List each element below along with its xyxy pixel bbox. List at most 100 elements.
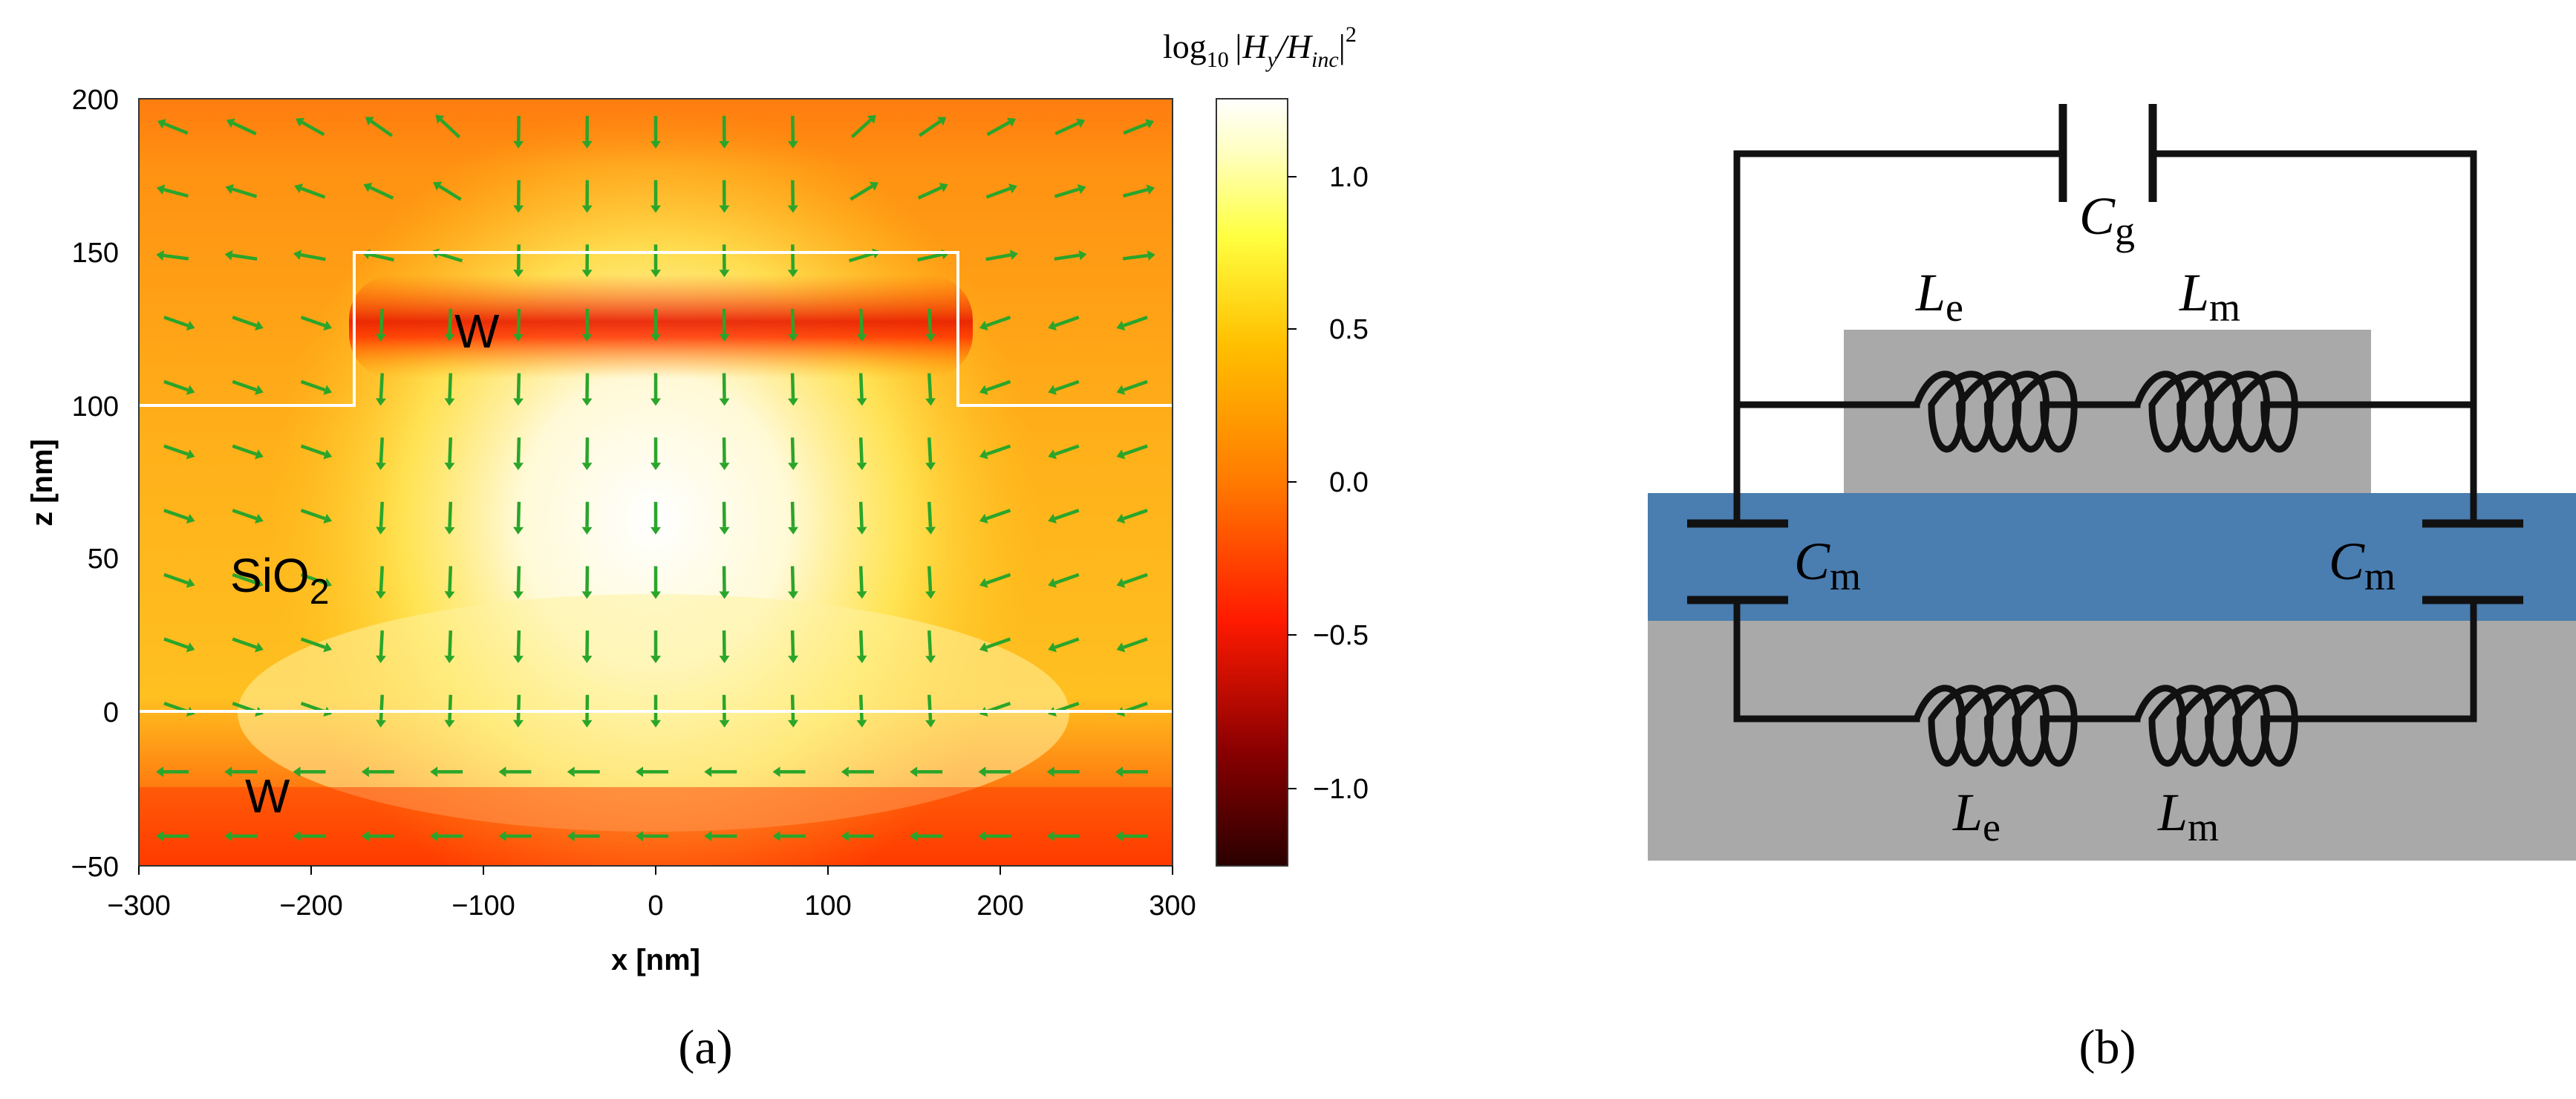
field-arrow-head [636, 766, 643, 777]
label-le-top: Le [1915, 263, 1963, 330]
field-arrow-head [925, 398, 936, 406]
field-arrow-head [513, 270, 524, 278]
field-arrow-head [650, 205, 662, 213]
field-arrow-head [375, 526, 386, 535]
colorbar-title-power: 2 [1346, 22, 1357, 47]
field-arrow [440, 118, 461, 139]
coil-winding [2133, 685, 2298, 767]
field-arrow-head [979, 385, 988, 395]
field-arrow [790, 566, 795, 592]
field-arrow [985, 637, 1011, 649]
colorbar-title-close: | [1339, 27, 1346, 65]
field-arrow-head [567, 766, 575, 777]
label-lm-bottom-sub: m [2188, 805, 2219, 849]
field-arrow-head [186, 385, 195, 395]
field-arrow [448, 694, 453, 720]
panel-a-label: (a) [678, 1020, 732, 1074]
field-arrow-head [433, 181, 443, 191]
field-arrow-head [719, 270, 730, 278]
field-arrow-head [856, 462, 867, 471]
colorbar [1216, 98, 1288, 867]
field-arrow-head [296, 117, 305, 127]
field-arrow-head [581, 656, 593, 664]
field-arrow [917, 186, 942, 200]
field-arrow-head [186, 320, 195, 331]
dielectric-label-sub: 2 [310, 573, 330, 612]
field-arrow [379, 501, 384, 527]
field-arrow [379, 694, 384, 720]
field-arrow [301, 120, 325, 137]
field-arrow-head [1048, 320, 1057, 331]
field-arrow-head [186, 578, 195, 588]
field-arrow-head [255, 385, 264, 395]
field-arrow-head [323, 449, 333, 460]
field-arrow-head [856, 526, 867, 535]
field-arrow-head [704, 766, 712, 777]
field-arrow [1054, 121, 1080, 136]
x-axis [138, 866, 1173, 875]
field-arrow-head [788, 398, 799, 406]
field-arrow-head [719, 526, 730, 535]
field-arrow [1123, 122, 1148, 135]
field-arrow-head [255, 642, 264, 653]
label-cg: Cg [2079, 186, 2135, 253]
field-arrow [986, 120, 1011, 137]
field-arrow-head [294, 183, 304, 194]
bottom-metal-layer [1648, 621, 2576, 861]
field-arrow-head [375, 462, 386, 471]
field-arrow-head [255, 513, 264, 524]
field-arrow-head [1048, 449, 1057, 460]
field-arrow [232, 253, 258, 261]
field-arrow [232, 379, 258, 392]
field-arrow-head [788, 462, 799, 471]
field-arrow [917, 252, 943, 262]
field-arrow-head [224, 766, 232, 777]
field-arrow-head [581, 270, 593, 278]
field-arrow-head [788, 526, 799, 535]
panel-b-label: (b) [2079, 1020, 2136, 1074]
field-arrow [850, 184, 873, 201]
capacitor-cg [2058, 104, 2157, 202]
field-arrow-head [787, 205, 798, 213]
label-le-top-symbol: L [1915, 263, 1946, 322]
field-arrow [232, 573, 258, 585]
label-lm-top-symbol: L [2179, 263, 2209, 322]
field-arrow-head [1048, 642, 1057, 653]
field-arrow-head [444, 398, 455, 406]
label-cm-right-symbol: C [2329, 532, 2365, 591]
field-arrow [300, 253, 326, 261]
field-arrow-head [255, 320, 264, 331]
field-arrow-head [788, 655, 799, 664]
field-arrow-head [939, 183, 948, 192]
field-arrow-head [224, 250, 233, 261]
field-arrow [927, 373, 933, 399]
field-arrow [379, 308, 384, 335]
field-arrow [232, 316, 258, 327]
colorbar-title-inc: inc [1311, 48, 1339, 72]
field-arrow-head [1048, 513, 1057, 524]
field-arrow-head [186, 513, 195, 524]
field-arrow-head [856, 398, 867, 406]
dielectric-label: SiO2 [230, 549, 329, 612]
field-arrow [848, 252, 874, 263]
field-arrow [448, 308, 453, 334]
inductor-lm-bottom [2133, 685, 2298, 767]
field-arrow [516, 694, 521, 720]
field-arrow [232, 509, 258, 521]
field-arrow-head [581, 526, 593, 535]
field-arrow-head [925, 591, 936, 599]
field-arrow-head [1115, 831, 1123, 841]
field-arrow-head [979, 320, 988, 331]
field-arrow [1054, 316, 1080, 327]
field-arrow-head [375, 398, 386, 406]
capacitor-cm-left [1687, 519, 1788, 604]
field-arrow-head [1008, 183, 1017, 194]
field-arrow-head [375, 591, 386, 599]
field-arrow-head [323, 642, 333, 653]
field-arrow-head [979, 513, 988, 524]
field-arrow-head [719, 655, 730, 664]
field-arrow [300, 637, 326, 649]
field-arrow-head [361, 766, 369, 777]
colorbar-tick-label: 1.0 [1329, 162, 1369, 193]
field-arrow [790, 437, 795, 463]
